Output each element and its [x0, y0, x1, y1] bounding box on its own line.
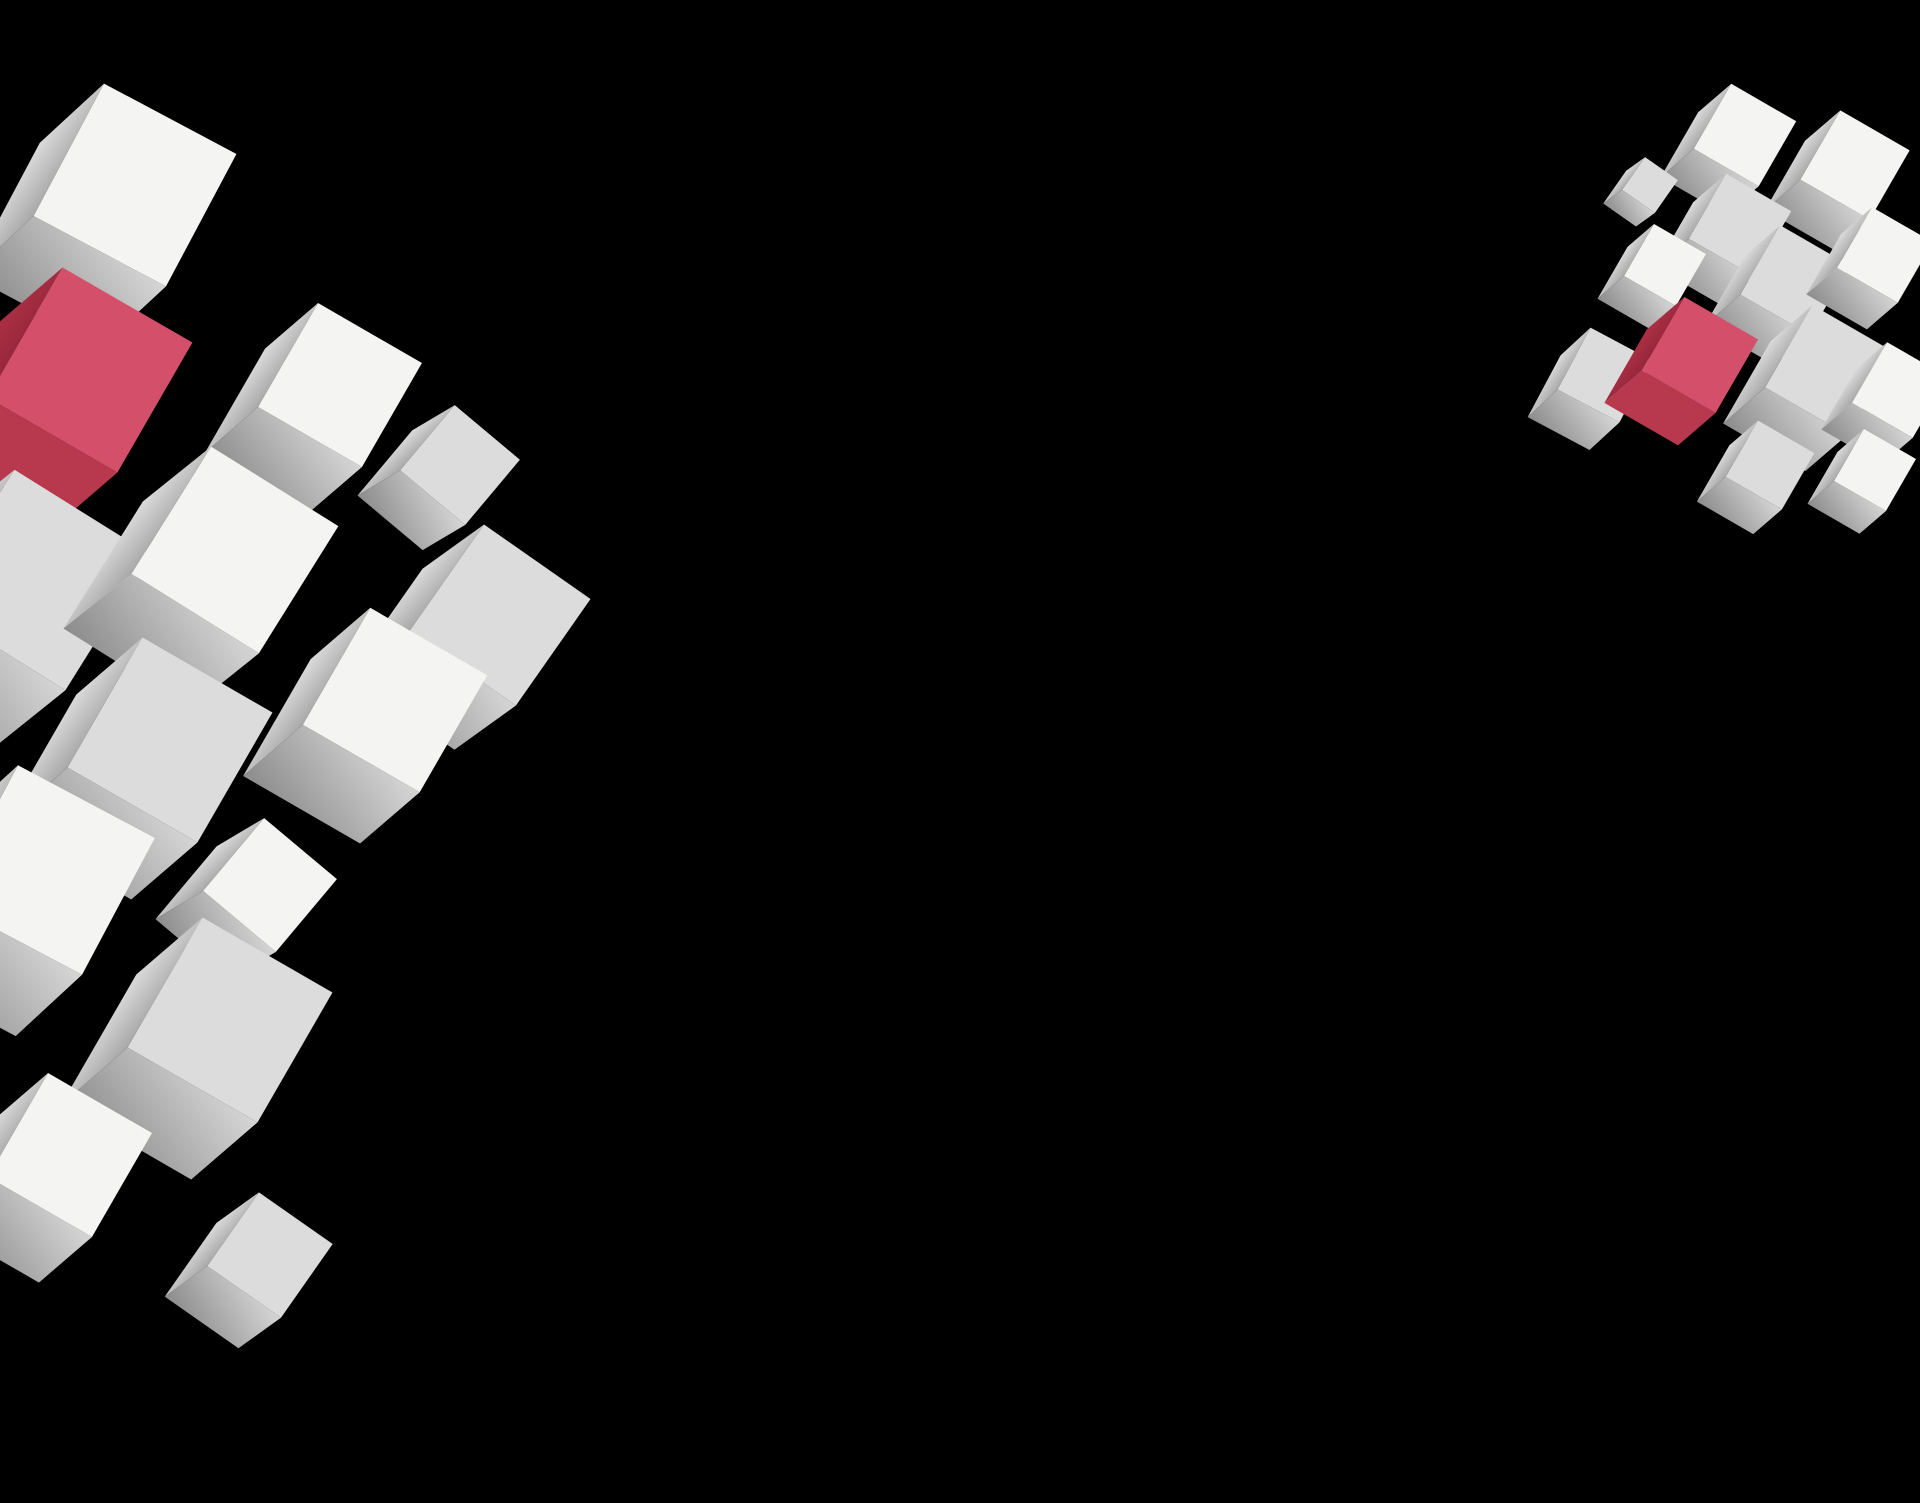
cube-front-face: [33, 83, 237, 287]
white-cube: [1807, 429, 1916, 534]
cube-bottom-face: [1527, 389, 1620, 451]
cube-bottom-face: [0, 397, 118, 530]
white-cube: [164, 1192, 333, 1349]
cube-front-face: [0, 1073, 152, 1237]
white-cube: [357, 405, 520, 551]
white-cube: [205, 303, 422, 513]
cube-front-face: [0, 765, 155, 975]
cube-bottom-face: [1723, 387, 1848, 471]
white-cube: [1597, 224, 1706, 329]
cube-front-face: [1725, 420, 1815, 510]
cube-side-face: [1597, 224, 1655, 299]
cube-side-face: [1603, 157, 1646, 204]
cube-front-face: [1837, 207, 1920, 303]
cube-bottom-face: [0, 1176, 92, 1283]
cube-bottom-face: [63, 573, 259, 709]
cube-side-face: [155, 818, 265, 920]
cube-front-face: [1622, 157, 1678, 213]
cube-front-face: [258, 303, 422, 467]
cube-side-face: [1807, 429, 1865, 504]
cube-side-face: [61, 917, 203, 1105]
white-cube: [63, 446, 339, 709]
cube-side-face: [63, 446, 212, 629]
white-cube: [1603, 157, 1678, 227]
cube-bottom-face: [1597, 275, 1676, 329]
cube-side-face: [1765, 110, 1841, 211]
cube-front-face: [1740, 225, 1850, 335]
cube-side-face: [164, 1192, 259, 1297]
cube-bottom-face: [0, 605, 66, 749]
cube-side-face: [1527, 327, 1591, 418]
cube-side-face: [1723, 305, 1813, 424]
cube-side-face: [243, 607, 371, 777]
cube-front-face: [302, 607, 488, 793]
cube-bottom-face: [243, 724, 420, 844]
cube-bottom-face: [357, 470, 466, 551]
cube-side-face: [1821, 342, 1888, 430]
cube-bottom-face: [1604, 370, 1716, 446]
right-cube-cluster: [1527, 83, 1920, 535]
cube-side-face: [0, 1073, 49, 1223]
cube-front-face: [1852, 342, 1920, 438]
cube-bottom-face: [205, 406, 362, 513]
cube-front-face: [1693, 83, 1797, 187]
cube-side-face: [205, 303, 319, 453]
cube-side-face: [1604, 296, 1685, 403]
cube-front-face: [1641, 296, 1759, 414]
cube-side-face: [0, 83, 104, 276]
white-cube: [0, 765, 155, 1037]
cube-front-face: [400, 405, 520, 525]
cube-front-face: [1834, 429, 1916, 511]
cube-bottom-face: [1696, 476, 1782, 535]
cube-front-face: [207, 1192, 333, 1318]
cube-bottom-face: [1603, 189, 1655, 227]
cube-front-face: [1624, 224, 1706, 306]
cube-bottom-face: [61, 1047, 258, 1180]
white-cube: [1696, 420, 1815, 535]
cube-front-face: [67, 637, 273, 843]
cube-bottom-face: [164, 1266, 282, 1349]
white-cube: [1806, 207, 1920, 330]
cube-side-face: [1696, 420, 1759, 502]
white-cube: [61, 917, 333, 1180]
cube-bottom-face: [0, 902, 83, 1037]
red-cube: [1604, 296, 1759, 446]
cube-bottom-face: [1806, 267, 1898, 330]
cube-front-face: [127, 917, 333, 1123]
left-cube-cluster: [0, 83, 591, 1349]
cube-front-face: [203, 818, 337, 952]
cube-side-face: [357, 405, 455, 496]
cube-bottom-face: [1807, 480, 1886, 534]
cube-front-face: [0, 267, 193, 473]
cube-side-face: [1660, 83, 1732, 178]
cube-side-face: [1705, 225, 1781, 326]
cube-side-face: [1806, 207, 1873, 295]
cube-front-face: [131, 446, 339, 654]
white-cube: [0, 1073, 152, 1283]
cube-front-face: [1800, 110, 1910, 220]
white-cube: [243, 607, 488, 844]
red-cube: [0, 267, 193, 530]
cube-side-face: [0, 267, 63, 455]
